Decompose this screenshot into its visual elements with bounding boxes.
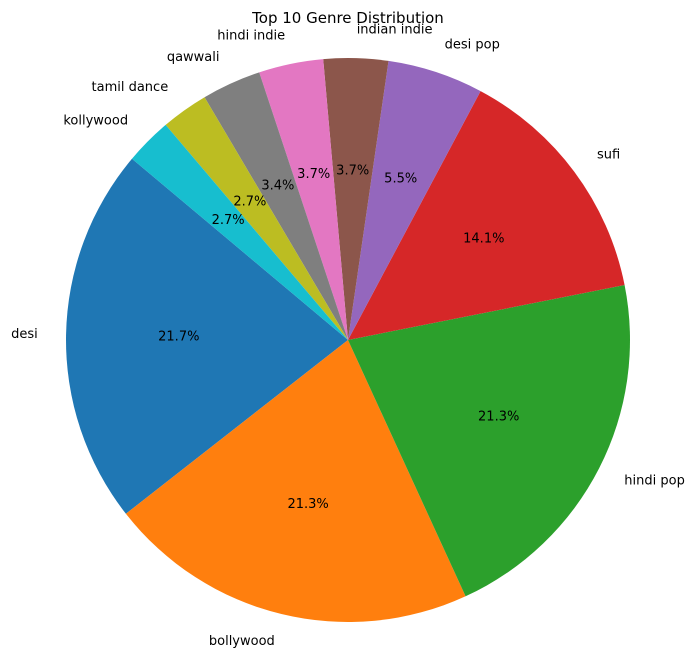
slice-label-hindi-pop: hindi pop xyxy=(624,474,685,489)
slice-percent-label-desi: 21.7% xyxy=(158,330,199,345)
slice-label-desi-pop: desi pop xyxy=(445,38,500,53)
pie-slice-indian-indie xyxy=(323,57,389,340)
pie-slice-sufi xyxy=(348,91,625,340)
slice-label-bollywood: bollywood xyxy=(209,634,275,649)
slice-label-tamil-dance: tamil dance xyxy=(92,80,169,95)
slice-percent-label-tamil-dance: 2.7% xyxy=(233,195,266,210)
slice-percent-label-kollywood: 2.7% xyxy=(212,213,245,228)
slice-percent-label-bollywood: 21.3% xyxy=(287,497,328,512)
pie-slice-hindi-pop xyxy=(348,284,630,597)
pie-slice-hindi-indie xyxy=(259,59,348,341)
chart-title: Top 10 Genre Distribution xyxy=(251,9,444,27)
slice-label-hindi-indie: hindi indie xyxy=(217,29,285,44)
pie-slice-bollywood xyxy=(125,340,466,622)
slice-label-indian-indie: indian indie xyxy=(357,22,433,37)
pie-slice-desi xyxy=(66,158,349,514)
pie-slice-desi-pop xyxy=(348,60,481,341)
slice-percent-label-sufi: 14.1% xyxy=(463,232,504,247)
pie-slice-tamil-dance xyxy=(165,97,348,340)
slice-percent-label-desi-pop: 5.5% xyxy=(384,172,417,187)
slice-label-kollywood: kollywood xyxy=(63,114,128,129)
slice-percent-label-hindi-indie: 3.7% xyxy=(297,167,330,182)
pie-labels: 21.7% desi 21.3% bollywood 21.3% hindi pop 14.… xyxy=(11,22,685,649)
slice-label-qawwali: qawwali xyxy=(167,50,220,65)
pie-slices xyxy=(66,57,630,622)
slice-label-desi: desi xyxy=(11,327,38,342)
slice-label-sufi: sufi xyxy=(597,148,620,163)
pie-slice-kollywood xyxy=(131,124,348,340)
slice-percent-label-qawwali: 3.4% xyxy=(261,179,294,194)
slice-percent-label-indian-indie: 3.7% xyxy=(336,163,369,178)
slice-percent-label-hindi-pop: 21.3% xyxy=(478,410,519,425)
pie-slice-qawwali xyxy=(204,72,348,340)
